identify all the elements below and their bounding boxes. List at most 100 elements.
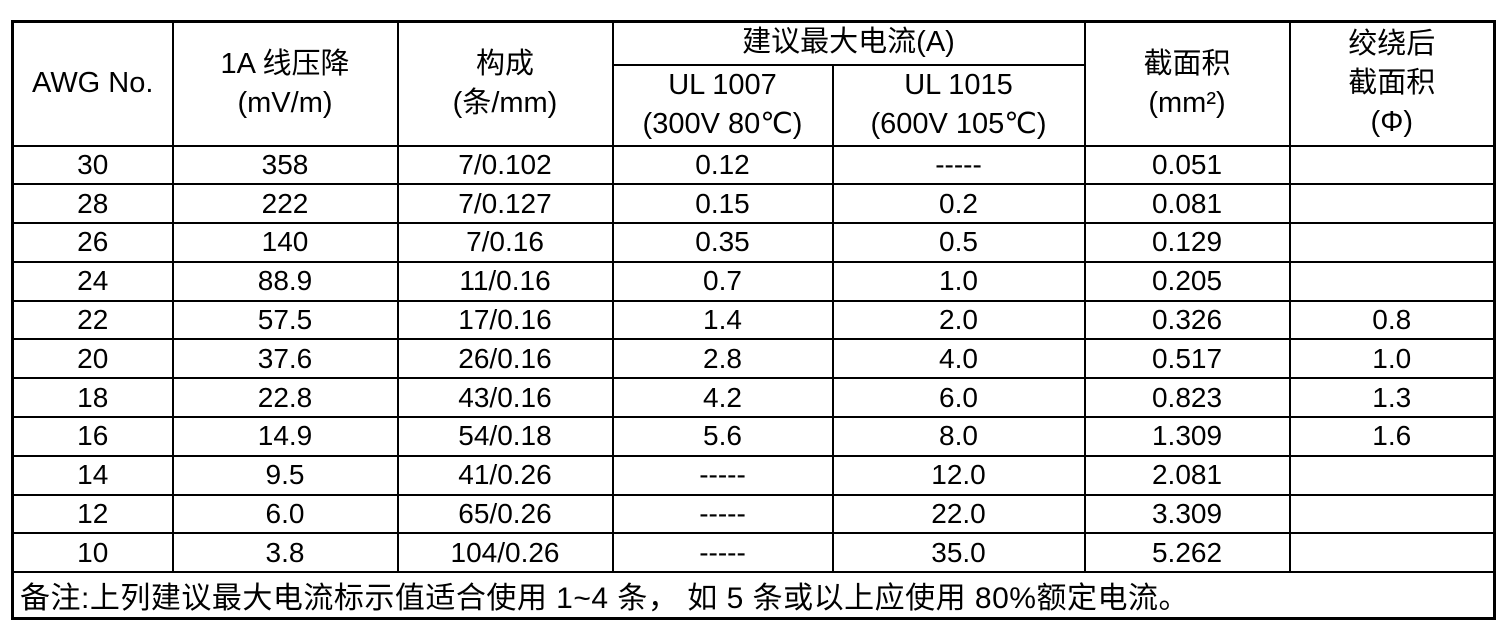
cell-twisted-area: 1.3 xyxy=(1288,377,1496,419)
table-row: 20 37.6 26/0.16 2.8 4.0 0.517 1.0 xyxy=(11,338,1496,380)
table-row: 26 140 7/0.16 0.35 0.5 0.129 xyxy=(11,222,1496,263)
cell-ul1007: ----- xyxy=(611,454,834,496)
table-row: 18 22.8 43/0.16 4.2 6.0 0.823 1.3 xyxy=(11,377,1496,419)
cell-ul1007: 0.7 xyxy=(611,260,834,302)
cell-awg: 22 xyxy=(11,299,174,341)
col-header-composition: 构成 (条/mm) xyxy=(396,20,614,147)
cell-cross-section: 0.051 xyxy=(1083,144,1291,186)
cell-awg: 12 xyxy=(11,493,174,535)
cell-cross-section: 0.517 xyxy=(1083,338,1291,380)
cell-cross-section: 0.326 xyxy=(1083,299,1291,341)
cell-ul1007: 1.4 xyxy=(611,299,834,341)
cell-composition: 7/0.16 xyxy=(396,222,614,263)
cell-composition: 54/0.18 xyxy=(396,416,614,457)
cell-awg: 18 xyxy=(11,377,174,419)
cell-ul1015: 0.5 xyxy=(831,222,1086,263)
cell-voltage-drop: 22.8 xyxy=(171,377,399,419)
cell-twisted-area xyxy=(1288,183,1496,225)
table-row: 24 88.9 11/0.16 0.7 1.0 0.205 xyxy=(11,260,1496,302)
cell-awg: 16 xyxy=(11,416,174,457)
cell-voltage-drop: 6.0 xyxy=(171,493,399,535)
cell-composition: 104/0.26 xyxy=(396,532,614,574)
col-header-twisted-area-line2: 截面积 xyxy=(1348,67,1436,100)
cell-ul1007: 0.12 xyxy=(611,144,834,186)
cell-ul1007: 5.6 xyxy=(611,416,834,457)
cell-twisted-area xyxy=(1288,222,1496,263)
cell-awg: 28 xyxy=(11,183,174,225)
col-header-cross-section-line2: (mm²) xyxy=(1148,86,1226,119)
col-header-voltage-drop-line1: 1A 线压降 xyxy=(220,47,350,80)
col-header-max-current-group: 建议最大电流(A) xyxy=(611,20,1086,66)
cell-twisted-area: 1.0 xyxy=(1288,338,1496,380)
cell-twisted-area xyxy=(1288,454,1496,496)
cell-cross-section: 0.823 xyxy=(1083,377,1291,419)
cell-composition: 17/0.16 xyxy=(396,299,614,341)
cell-ul1015: ----- xyxy=(831,144,1086,186)
cell-ul1015: 22.0 xyxy=(831,493,1086,535)
cell-cross-section: 1.309 xyxy=(1083,416,1291,457)
cell-ul1015: 12.0 xyxy=(831,454,1086,496)
col-header-voltage-drop: 1A 线压降 (mV/m) xyxy=(171,20,399,147)
cell-ul1007: ----- xyxy=(611,493,834,535)
table-row: 28 222 7/0.127 0.15 0.2 0.081 xyxy=(11,183,1496,225)
col-header-awg: AWG No. xyxy=(11,20,174,147)
cell-voltage-drop: 3.8 xyxy=(171,532,399,574)
cell-composition: 7/0.102 xyxy=(396,144,614,186)
cell-ul1015: 4.0 xyxy=(831,338,1086,380)
col-header-voltage-drop-line2: (mV/m) xyxy=(237,86,333,119)
cell-ul1007: 0.35 xyxy=(611,222,834,263)
col-header-ul1015-line2: (600V 105℃) xyxy=(870,108,1047,140)
cell-voltage-drop: 14.9 xyxy=(171,416,399,457)
table-row: 14 9.5 41/0.26 ----- 12.0 2.081 xyxy=(11,454,1496,496)
cell-awg: 26 xyxy=(11,222,174,263)
cell-voltage-drop: 57.5 xyxy=(171,299,399,341)
cell-awg: 24 xyxy=(11,260,174,302)
cell-composition: 65/0.26 xyxy=(396,493,614,535)
cell-ul1015: 8.0 xyxy=(831,416,1086,457)
cell-cross-section: 2.081 xyxy=(1083,454,1291,496)
col-header-composition-line1: 构成 xyxy=(475,47,534,80)
table-row: 22 57.5 17/0.16 1.4 2.0 0.326 0.8 xyxy=(11,299,1496,341)
cell-cross-section: 0.205 xyxy=(1083,260,1291,302)
cell-ul1015: 0.2 xyxy=(831,183,1086,225)
cell-ul1015: 6.0 xyxy=(831,377,1086,419)
cell-voltage-drop: 88.9 xyxy=(171,260,399,302)
cell-ul1007: 4.2 xyxy=(611,377,834,419)
col-header-ul1007-line1: UL 1007 xyxy=(668,68,777,101)
cell-voltage-drop: 9.5 xyxy=(171,454,399,496)
cell-awg: 14 xyxy=(11,454,174,496)
cell-ul1007: 2.8 xyxy=(611,338,834,380)
cell-cross-section: 0.081 xyxy=(1083,183,1291,225)
table-row: 16 14.9 54/0.18 5.6 8.0 1.309 1.6 xyxy=(11,416,1496,457)
cell-twisted-area xyxy=(1288,532,1496,574)
table-header: AWG No. 1A 线压降 (mV/m) 构成 (条/mm) 建议最大电流(A… xyxy=(11,20,1496,147)
col-header-ul1007-line2: (300V 80℃) xyxy=(642,108,803,140)
col-header-ul1007: UL 1007 (300V 80℃) xyxy=(611,63,834,147)
cell-awg: 30 xyxy=(11,144,174,186)
table-body: 30 358 7/0.102 0.12 ----- 0.051 28 222 7… xyxy=(11,144,1496,574)
cell-twisted-area xyxy=(1288,144,1496,186)
header-row-sub: UL 1007 (300V 80℃) UL 1015 (600V 105℃) xyxy=(13,63,1495,147)
cell-composition: 43/0.16 xyxy=(396,377,614,419)
cell-twisted-area xyxy=(1288,493,1496,535)
footnote-row: 备注:上列建议最大电流标示值适合使用 1~4 条， 如 5 条或以上应使用 80… xyxy=(11,571,1496,620)
cell-cross-section: 3.309 xyxy=(1083,493,1291,535)
cell-voltage-drop: 358 xyxy=(171,144,399,186)
cell-composition: 7/0.127 xyxy=(396,183,614,225)
wire-spec-table: AWG No. 1A 线压降 (mV/m) 构成 (条/mm) 建议最大电流(A… xyxy=(11,20,1497,621)
cell-twisted-area xyxy=(1288,260,1496,302)
col-header-twisted-area: 绞绕后 截面积 (Φ) xyxy=(1288,20,1496,147)
col-header-composition-line2: (条/mm) xyxy=(452,86,558,119)
cell-ul1007: 0.15 xyxy=(611,183,834,225)
col-header-awg-label: AWG No. xyxy=(32,67,154,100)
cell-voltage-drop: 140 xyxy=(171,222,399,263)
cell-composition: 11/0.16 xyxy=(396,260,614,302)
cell-voltage-drop: 37.6 xyxy=(171,338,399,380)
table-footer: 备注:上列建议最大电流标示值适合使用 1~4 条， 如 5 条或以上应使用 80… xyxy=(11,571,1496,620)
cell-ul1015: 35.0 xyxy=(831,532,1086,574)
cell-awg: 20 xyxy=(11,338,174,380)
cell-awg: 10 xyxy=(11,532,174,574)
col-header-twisted-area-line3: (Φ) xyxy=(1370,106,1413,139)
table-row: 10 3.8 104/0.26 ----- 35.0 5.262 xyxy=(11,532,1496,574)
